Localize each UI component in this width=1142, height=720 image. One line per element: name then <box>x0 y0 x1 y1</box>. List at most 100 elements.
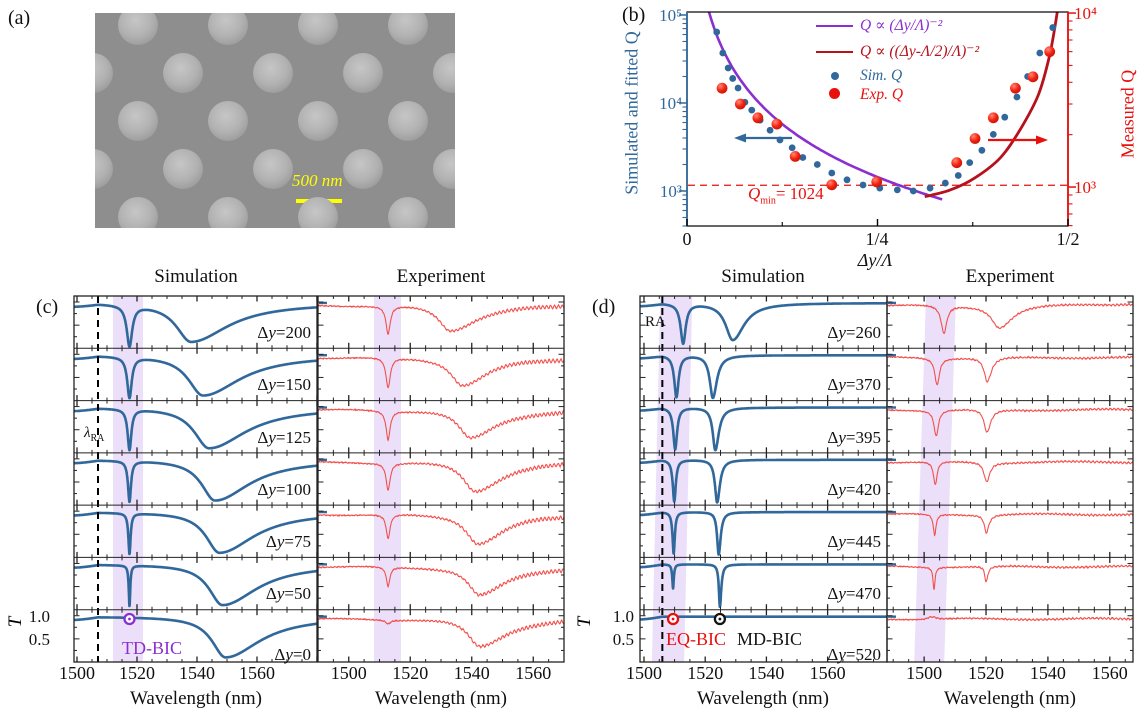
d-exp-spectrum-row1 <box>886 355 1134 386</box>
c-row-label-dy-75: Δy=75 <box>265 532 311 552</box>
d-exp-xtick-label: 1560 <box>1091 663 1128 683</box>
b-sim-q-point <box>1013 93 1021 101</box>
sem-image: 500 nm <box>95 13 455 228</box>
d-exp-spectrum-row4 <box>886 512 1134 537</box>
c-exp-spectrum-row1 <box>317 356 565 389</box>
b-ytick-left-1e5: 10⁵ <box>659 6 682 25</box>
c-sim-spectrum-row2 <box>72 407 318 452</box>
d-sim-title: Simulation <box>721 266 805 287</box>
sem-nanodisk <box>388 197 428 228</box>
d-sim-spectrum-row1 <box>638 353 888 400</box>
b-sim-q-point <box>859 181 867 189</box>
b-sim-q-point <box>1001 113 1009 121</box>
d-exp-xtick-label: 1520 <box>968 663 1005 683</box>
c-exp-spectrum-row2 <box>317 408 565 442</box>
d-row-label-dy-470: Δy=470 <box>827 584 881 604</box>
b-sim-q-point <box>941 179 949 187</box>
b-ytick-left-1e4: 10⁴ <box>659 94 682 113</box>
sem-nanodisk <box>208 197 248 228</box>
d-exp-title: Experiment <box>965 266 1055 287</box>
b-exp-q-point <box>789 150 801 162</box>
d-sim-xaxis-title: Wavelength (nm) <box>697 688 829 709</box>
b-red-fit-curve <box>924 11 1059 199</box>
panel-b-label: (b) <box>622 4 646 26</box>
c-sim-spectrum-row1 <box>72 355 318 400</box>
sem-nanodisk <box>118 101 158 141</box>
c-exp-xaxis-title: Wavelength (nm) <box>375 688 507 709</box>
b-sim-q-point <box>729 75 737 82</box>
d-ytick-1: 1.0 <box>612 607 634 626</box>
d-row-label-dy-260: Δy=260 <box>827 323 881 342</box>
b-exp-q-point <box>1010 82 1021 94</box>
d-exp-spectrum-row2 <box>886 407 1134 437</box>
b-exp-q-point <box>871 176 883 188</box>
b-sim-q-point <box>1049 24 1057 31</box>
c-exp-xtick-label: 1540 <box>453 663 490 683</box>
c-row-label-dy-125: Δy=125 <box>257 427 311 447</box>
b-sim-q-point <box>748 106 756 114</box>
b-purple-fit-curve <box>707 11 943 201</box>
b-sim-q-point <box>766 126 774 134</box>
d-eq-bic-label: EQ-BIC <box>666 629 726 649</box>
c-exp-xtick-label: 1500 <box>330 663 367 683</box>
sem-nanodisk <box>253 149 293 189</box>
red-line-swatch <box>816 50 853 53</box>
sem-nanodisk <box>388 13 428 45</box>
c-exp-spectrum-row0 <box>317 303 565 336</box>
b-sim-q-point <box>926 184 934 192</box>
sem-nanodisk <box>208 101 248 141</box>
c-exp-bic-band <box>374 296 401 662</box>
c-exp-xtick-label: 1520 <box>392 663 429 683</box>
c-sim-xtick-label: 1520 <box>119 663 155 683</box>
b-sim-q-point <box>713 28 721 36</box>
b-yaxis-title-left: Simulated and fitted Q <box>621 31 642 195</box>
purple-line-swatch <box>816 24 853 27</box>
d-exp-xaxis-title: Wavelength (nm) <box>944 688 1076 709</box>
b-sim-q-point <box>954 172 962 179</box>
b-xaxis-title: Δy/Λ <box>857 250 893 270</box>
c-row-label-dy-200: Δy=200 <box>257 323 311 342</box>
d-exp-xtick-label: 1500 <box>906 663 943 683</box>
b-ytick-left-1e3: 10³ <box>659 182 682 201</box>
d-sim-xtick-label: 1540 <box>748 663 785 683</box>
d-sim-xtick-label: 1500 <box>625 663 662 683</box>
b-sim-q-point <box>813 161 821 168</box>
b-ytick-right-1e4: 10⁴ <box>1074 4 1097 23</box>
c-sim-spectrum-row6 <box>72 615 318 659</box>
d-sim-spectrum-row2 <box>638 406 888 452</box>
b-sim-q-point <box>1036 49 1044 57</box>
sem-nanodisk <box>95 149 113 189</box>
b-sim-q-point <box>734 84 742 92</box>
d-sim-spectrum-row3 <box>638 458 888 504</box>
sem-nanodisk <box>118 13 158 45</box>
sem-nanodisk <box>298 197 338 228</box>
b-sim-q-point <box>828 169 836 177</box>
sem-nanodisk <box>433 53 455 93</box>
b-sim-q-point <box>719 49 727 57</box>
c-ytick-05: 0.5 <box>28 630 50 649</box>
c-exp-spectrum-row3 <box>317 460 565 494</box>
b-exp-q-point <box>1027 71 1039 83</box>
c-ra-annotation: λRA <box>84 425 105 444</box>
sem-nanodisk <box>343 149 383 189</box>
b-exp-q-point <box>1044 46 1056 58</box>
c-row-label-dy-100: Δy=100 <box>257 479 311 499</box>
c-td-bic-label: TD-BIC <box>122 638 182 658</box>
b-sim-q-point <box>966 159 974 167</box>
blue-dot-swatch <box>830 72 839 80</box>
c-ytick-1: 1.0 <box>28 607 50 626</box>
b-sim-q-point <box>989 130 997 138</box>
sem-nanodisk <box>343 53 383 93</box>
d-row-label-dy-395: Δy=395 <box>827 427 881 447</box>
b-xtick-quarter: 1/4 <box>865 229 889 249</box>
d-sim-xtick-label: 1520 <box>687 663 724 683</box>
c-sim-spectrum-row5 <box>72 563 318 608</box>
d-sim-spectrum-row0 <box>638 301 888 346</box>
d-md-bic-label: MD-BIC <box>737 629 803 649</box>
b-sim-q-point <box>909 187 917 195</box>
sem-nanodisk <box>163 53 203 93</box>
d-exp-spectrum-row6 <box>886 615 1134 622</box>
c-row-label-dy-0: Δy=0 <box>274 644 311 664</box>
c-exp-title: Experiment <box>396 266 486 287</box>
